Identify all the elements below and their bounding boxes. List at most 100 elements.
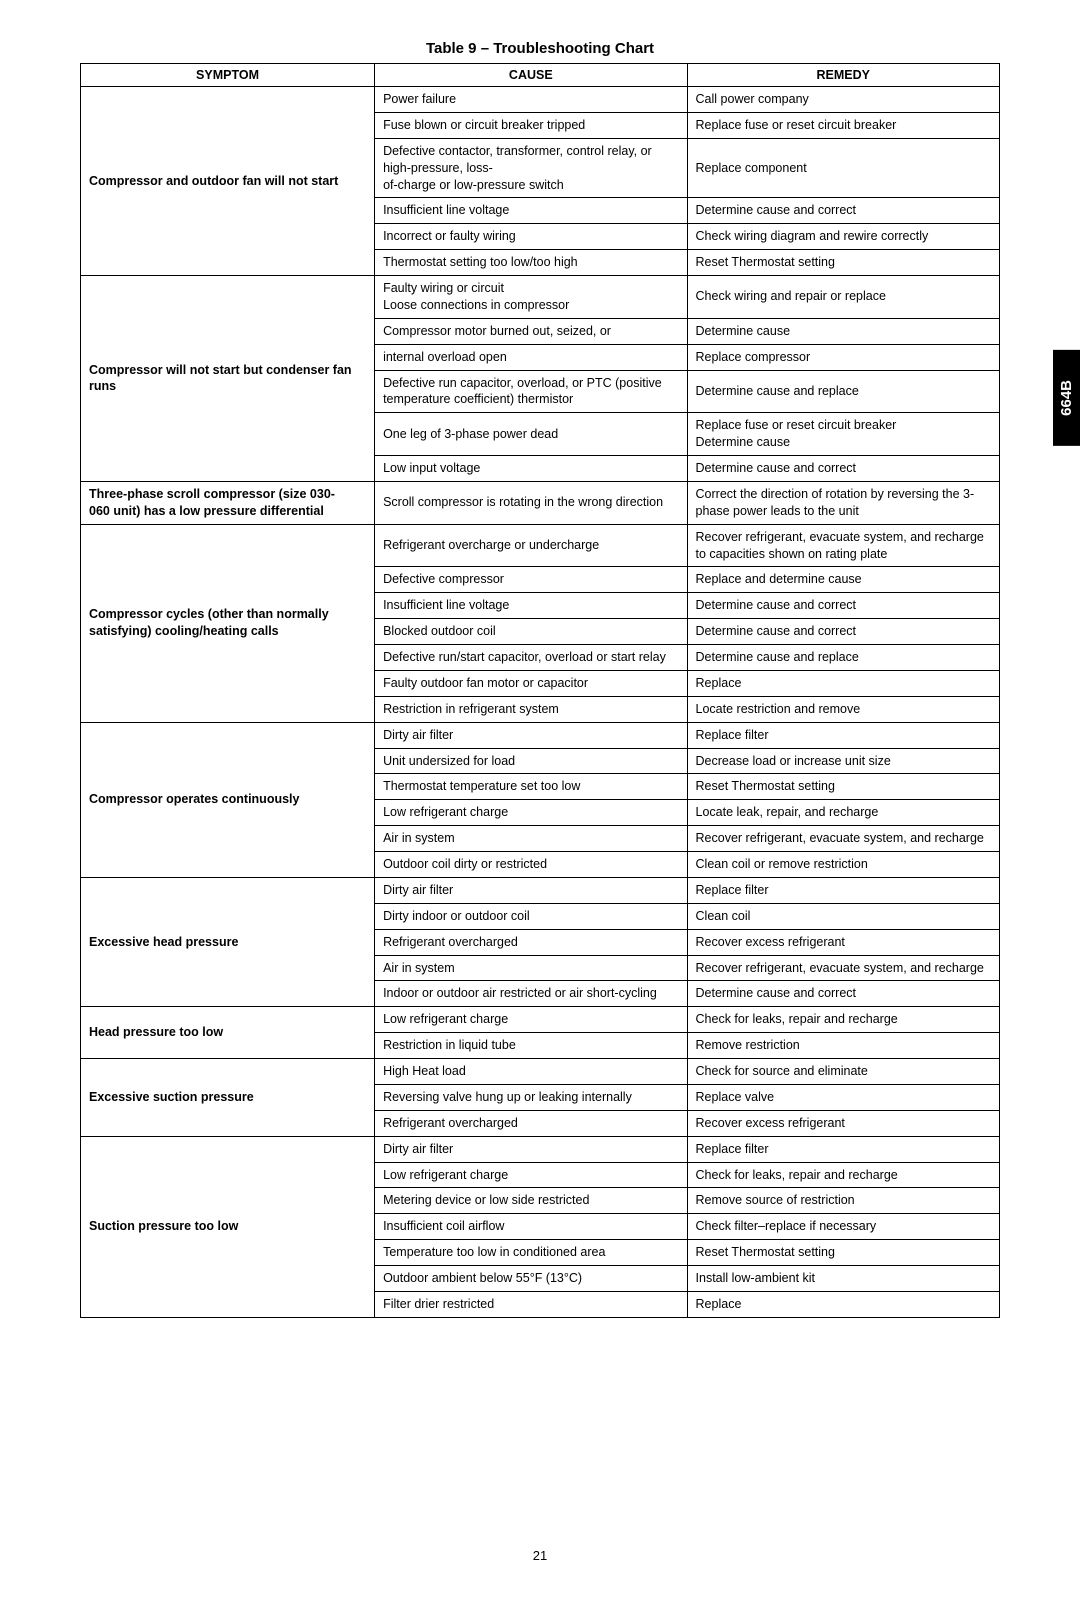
table-row: Excessive suction pressureHigh Heat load… xyxy=(81,1059,1000,1085)
table-row: Excessive head pressureDirty air filterR… xyxy=(81,877,1000,903)
cause-cell: Dirty air filter xyxy=(375,877,687,903)
table-row: Head pressure too lowLow refrigerant cha… xyxy=(81,1007,1000,1033)
remedy-cell: Replace compressor xyxy=(687,344,999,370)
cause-cell: Defective compressor xyxy=(375,567,687,593)
remedy-cell: Replace fuse or reset circuit breaker xyxy=(687,112,999,138)
remedy-cell: Remove restriction xyxy=(687,1033,999,1059)
symptom-cell: Three-phase scroll compressor (size 030-… xyxy=(81,481,375,524)
cause-cell: Air in system xyxy=(375,826,687,852)
remedy-cell: Recover excess refrigerant xyxy=(687,929,999,955)
cause-cell: Outdoor ambient below 55°F (13°C) xyxy=(375,1266,687,1292)
page-number: 21 xyxy=(80,1548,1000,1563)
cause-cell: Defective run capacitor, overload, or PT… xyxy=(375,370,687,413)
cause-cell: Unit undersized for load xyxy=(375,748,687,774)
cause-cell: Fuse blown or circuit breaker tripped xyxy=(375,112,687,138)
cause-cell: Defective run/start capacitor, overload … xyxy=(375,645,687,671)
cause-cell: Dirty air filter xyxy=(375,722,687,748)
cause-cell: Defective contactor, transformer, contro… xyxy=(375,138,687,198)
cause-cell: Low refrigerant charge xyxy=(375,1162,687,1188)
cause-cell: Incorrect or faulty wiring xyxy=(375,224,687,250)
remedy-cell: Install low-ambient kit xyxy=(687,1266,999,1292)
cause-cell: Scroll compressor is rotating in the wro… xyxy=(375,481,687,524)
remedy-cell: Determine cause xyxy=(687,318,999,344)
cause-cell: Restriction in liquid tube xyxy=(375,1033,687,1059)
remedy-cell: Correct the direction of rotation by rev… xyxy=(687,481,999,524)
cause-cell: Insufficient coil airflow xyxy=(375,1214,687,1240)
table-row: Compressor and outdoor fan will not star… xyxy=(81,87,1000,113)
cause-cell: Thermostat temperature set too low xyxy=(375,774,687,800)
remedy-cell: Replace xyxy=(687,670,999,696)
remedy-cell: Recover refrigerant, evacuate system, an… xyxy=(687,524,999,567)
remedy-cell: Decrease load or increase unit size xyxy=(687,748,999,774)
remedy-cell: Replace filter xyxy=(687,877,999,903)
remedy-cell: Locate leak, repair, and recharge xyxy=(687,800,999,826)
cause-cell: Filter drier restricted xyxy=(375,1291,687,1317)
cause-cell: Blocked outdoor coil xyxy=(375,619,687,645)
remedy-cell: Replace component xyxy=(687,138,999,198)
cause-cell: Faulty wiring or circuitLoose connection… xyxy=(375,276,687,319)
cause-cell: Outdoor coil dirty or restricted xyxy=(375,852,687,878)
cause-cell: Metering device or low side restricted xyxy=(375,1188,687,1214)
cause-cell: internal overload open xyxy=(375,344,687,370)
remedy-cell: Check wiring diagram and rewire correctl… xyxy=(687,224,999,250)
table-header-row: SYMPTOM CAUSE REMEDY xyxy=(81,64,1000,87)
cause-cell: Reversing valve hung up or leaking inter… xyxy=(375,1084,687,1110)
cause-cell: Insufficient line voltage xyxy=(375,198,687,224)
remedy-cell: Replace valve xyxy=(687,1084,999,1110)
cause-cell: Indoor or outdoor air restricted or air … xyxy=(375,981,687,1007)
cause-cell: Low input voltage xyxy=(375,456,687,482)
symptom-cell: Suction pressure too low xyxy=(81,1136,375,1317)
table-row: Compressor operates continuouslyDirty ai… xyxy=(81,722,1000,748)
symptom-cell: Head pressure too low xyxy=(81,1007,375,1059)
cause-cell: Temperature too low in conditioned area xyxy=(375,1240,687,1266)
remedy-cell: Replace xyxy=(687,1291,999,1317)
cause-cell: Faulty outdoor fan motor or capacitor xyxy=(375,670,687,696)
remedy-cell: Check wiring and repair or replace xyxy=(687,276,999,319)
remedy-cell: Replace fuse or reset circuit breakerDet… xyxy=(687,413,999,456)
cause-cell: Low refrigerant charge xyxy=(375,1007,687,1033)
cause-cell: Restriction in refrigerant system xyxy=(375,696,687,722)
remedy-cell: Check for leaks, repair and recharge xyxy=(687,1162,999,1188)
remedy-cell: Clean coil or remove restriction xyxy=(687,852,999,878)
page-container: Table 9 – Troubleshooting Chart SYMPTOM … xyxy=(0,0,1080,1623)
side-tab: 664B xyxy=(1053,350,1080,446)
remedy-cell: Reset Thermostat setting xyxy=(687,1240,999,1266)
remedy-cell: Replace and determine cause xyxy=(687,567,999,593)
remedy-cell: Determine cause and correct xyxy=(687,619,999,645)
cause-cell: Refrigerant overcharge or undercharge xyxy=(375,524,687,567)
remedy-cell: Remove source of restriction xyxy=(687,1188,999,1214)
remedy-cell: Locate restriction and remove xyxy=(687,696,999,722)
table-row: Compressor will not start but condenser … xyxy=(81,276,1000,319)
remedy-cell: Determine cause and correct xyxy=(687,981,999,1007)
symptom-cell: Compressor will not start but condenser … xyxy=(81,276,375,482)
remedy-cell: Clean coil xyxy=(687,903,999,929)
remedy-cell: Determine cause and correct xyxy=(687,456,999,482)
cause-cell: Dirty indoor or outdoor coil xyxy=(375,903,687,929)
remedy-cell: Recover refrigerant, evacuate system, an… xyxy=(687,826,999,852)
header-cause: CAUSE xyxy=(375,64,687,87)
cause-cell: Low refrigerant charge xyxy=(375,800,687,826)
remedy-cell: Check filter–replace if necessary xyxy=(687,1214,999,1240)
remedy-cell: Recover refrigerant, evacuate system, an… xyxy=(687,955,999,981)
cause-cell: Compressor motor burned out, seized, or xyxy=(375,318,687,344)
remedy-cell: Check for source and eliminate xyxy=(687,1059,999,1085)
header-remedy: REMEDY xyxy=(687,64,999,87)
table-row: Three-phase scroll compressor (size 030-… xyxy=(81,481,1000,524)
remedy-cell: Call power company xyxy=(687,87,999,113)
remedy-cell: Check for leaks, repair and recharge xyxy=(687,1007,999,1033)
cause-cell: Refrigerant overcharged xyxy=(375,929,687,955)
symptom-cell: Compressor operates continuously xyxy=(81,722,375,877)
cause-cell: High Heat load xyxy=(375,1059,687,1085)
remedy-cell: Determine cause and correct xyxy=(687,593,999,619)
cause-cell: Insufficient line voltage xyxy=(375,593,687,619)
remedy-cell: Determine cause and replace xyxy=(687,370,999,413)
cause-cell: Thermostat setting too low/too high xyxy=(375,250,687,276)
table-body: Compressor and outdoor fan will not star… xyxy=(81,87,1000,1318)
symptom-cell: Excessive suction pressure xyxy=(81,1059,375,1137)
remedy-cell: Replace filter xyxy=(687,1136,999,1162)
page-title: Table 9 – Troubleshooting Chart xyxy=(80,40,1000,57)
header-symptom: SYMPTOM xyxy=(81,64,375,87)
remedy-cell: Reset Thermostat setting xyxy=(687,774,999,800)
cause-cell: Air in system xyxy=(375,955,687,981)
remedy-cell: Reset Thermostat setting xyxy=(687,250,999,276)
